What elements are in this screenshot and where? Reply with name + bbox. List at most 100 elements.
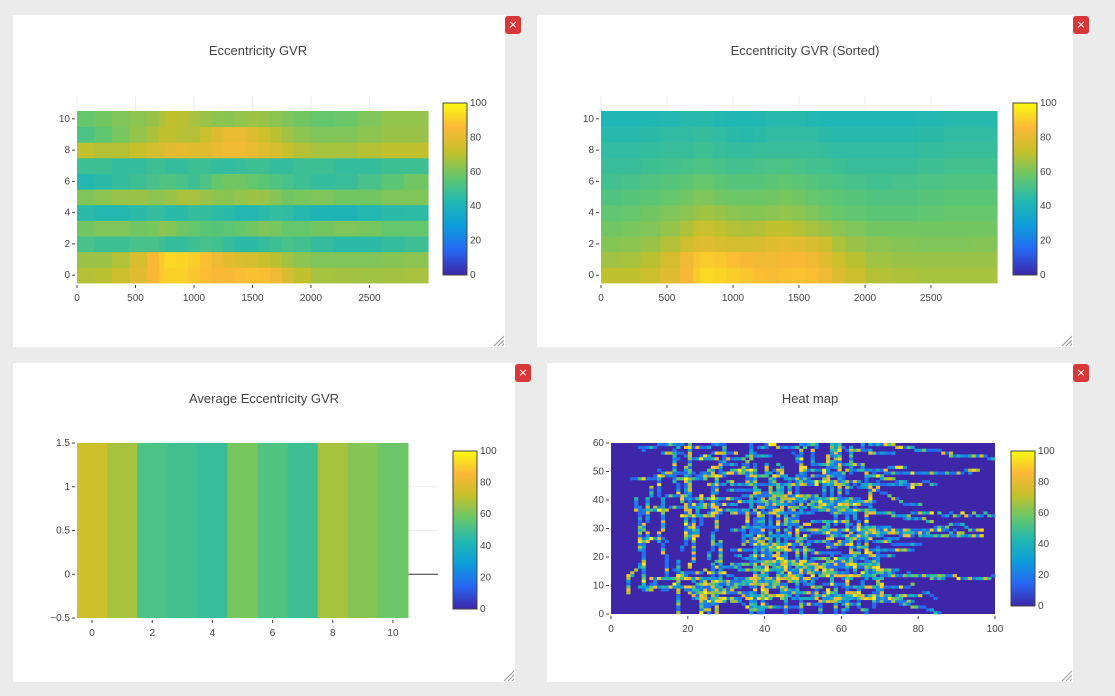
heatmap-cell <box>753 451 758 455</box>
heatmap-cell <box>223 204 236 221</box>
heatmap-cell <box>223 251 236 268</box>
heatmap-cell <box>158 173 166 190</box>
heatmap-cell <box>764 585 769 589</box>
heatmap-cell <box>281 126 295 143</box>
heatmap-cell <box>849 559 854 563</box>
heatmap-cell <box>234 236 248 253</box>
heatmap-cell <box>795 454 800 458</box>
heatmap-cell <box>837 443 842 447</box>
heatmap-cell <box>293 204 312 221</box>
heatmap-cell <box>741 468 746 472</box>
heatmap-cell <box>676 576 681 581</box>
heatmap-cell <box>832 251 846 268</box>
heatmap-cell <box>826 591 831 595</box>
heatmap-cell <box>887 531 892 535</box>
resize-handle[interactable] <box>1059 668 1073 682</box>
heatmap-cell <box>699 605 704 609</box>
heatmap-column <box>227 443 259 618</box>
heatmap-cell <box>822 471 827 475</box>
heatmap-cell <box>803 497 808 501</box>
heatmap-cell <box>856 485 861 489</box>
heatmap-cell <box>726 251 741 268</box>
resize-handle[interactable] <box>491 333 505 347</box>
heatmap-cell <box>852 571 858 575</box>
heatmap-cell <box>945 525 950 529</box>
heatmap-cell <box>710 568 715 572</box>
heatmap-cell <box>707 482 712 487</box>
heatmap-cell <box>713 142 727 159</box>
heatmap-cell <box>968 534 973 538</box>
heatmap-cell <box>883 443 888 447</box>
heatmap-cell <box>865 189 892 206</box>
heatmap-cell <box>971 454 977 458</box>
heatmap-cell <box>860 594 865 598</box>
heatmap-cell <box>357 236 382 253</box>
heatmap-cell <box>756 537 762 541</box>
close-button[interactable]: × <box>515 364 531 382</box>
heatmap-cell <box>676 568 681 572</box>
heatmap-cell <box>910 511 915 515</box>
heatmap-cell <box>129 111 148 128</box>
heatmap-cell <box>841 505 846 509</box>
heatmap-cell <box>856 508 861 512</box>
heatmap-cell <box>772 505 777 509</box>
heatmap-cell <box>852 482 858 487</box>
heatmap-cell <box>710 500 715 504</box>
heatmap-cell <box>293 267 312 284</box>
heatmap-cell <box>879 528 884 532</box>
heatmap-cell <box>657 488 662 492</box>
chart-title: Average Eccentricity GVR <box>189 391 339 406</box>
heatmap-cell <box>768 485 773 489</box>
heatmap-cell <box>281 157 295 174</box>
heatmap-cell <box>749 537 754 541</box>
heatmap-cell <box>683 531 689 535</box>
heatmap-cell <box>749 488 754 492</box>
heatmap-cell <box>637 528 643 532</box>
heatmap-cell <box>841 480 846 484</box>
heatmap-cell <box>714 525 719 529</box>
x-tick-label: 1000 <box>722 293 745 304</box>
heatmap-cell <box>960 531 965 535</box>
heatmap-cell <box>700 189 714 206</box>
heatmap-cell <box>810 454 815 458</box>
heatmap-cell <box>822 468 827 472</box>
heatmap-cell <box>772 443 777 447</box>
heatmap-cell <box>680 111 694 128</box>
heatmap-cell <box>891 537 896 541</box>
heatmap-cell <box>791 445 796 449</box>
heatmap-cell <box>960 534 965 538</box>
heatmap-column <box>197 443 228 618</box>
heatmap-cell <box>810 494 815 498</box>
x-tick-label: 1000 <box>183 293 206 304</box>
close-button[interactable]: × <box>1073 16 1089 34</box>
close-button[interactable]: × <box>505 16 521 34</box>
resize-handle[interactable] <box>1059 333 1073 347</box>
heatmap-cell <box>783 477 788 481</box>
heatmap-cell <box>925 531 931 535</box>
heatmap-cell <box>683 525 689 529</box>
heatmap-cell <box>826 482 831 487</box>
heatmap-cell <box>768 517 773 521</box>
heatmap-cell <box>768 596 773 601</box>
heatmap-cell <box>875 545 881 549</box>
heatmap-cell <box>641 511 646 515</box>
heatmap-cell <box>718 460 723 464</box>
heatmap-cell <box>760 454 765 458</box>
heatmap-cell <box>837 559 842 563</box>
resize-handle[interactable] <box>501 668 515 682</box>
heatmap-cell <box>258 220 271 237</box>
heatmap-cell <box>829 554 835 558</box>
heatmap-cell <box>975 576 980 581</box>
heatmap-cell <box>680 220 694 237</box>
heatmap-cell <box>772 500 777 504</box>
close-button[interactable]: × <box>1073 364 1089 382</box>
heatmap-cell <box>764 443 769 447</box>
heatmap-cell <box>334 142 359 159</box>
heatmap-cell <box>933 448 938 452</box>
heatmap-cell <box>753 554 758 558</box>
heatmap-cell <box>945 471 950 475</box>
heatmap-cell <box>753 508 758 512</box>
heatmap-cell <box>810 579 815 583</box>
heatmap-cell <box>176 251 189 268</box>
heatmap-cell <box>837 582 842 586</box>
